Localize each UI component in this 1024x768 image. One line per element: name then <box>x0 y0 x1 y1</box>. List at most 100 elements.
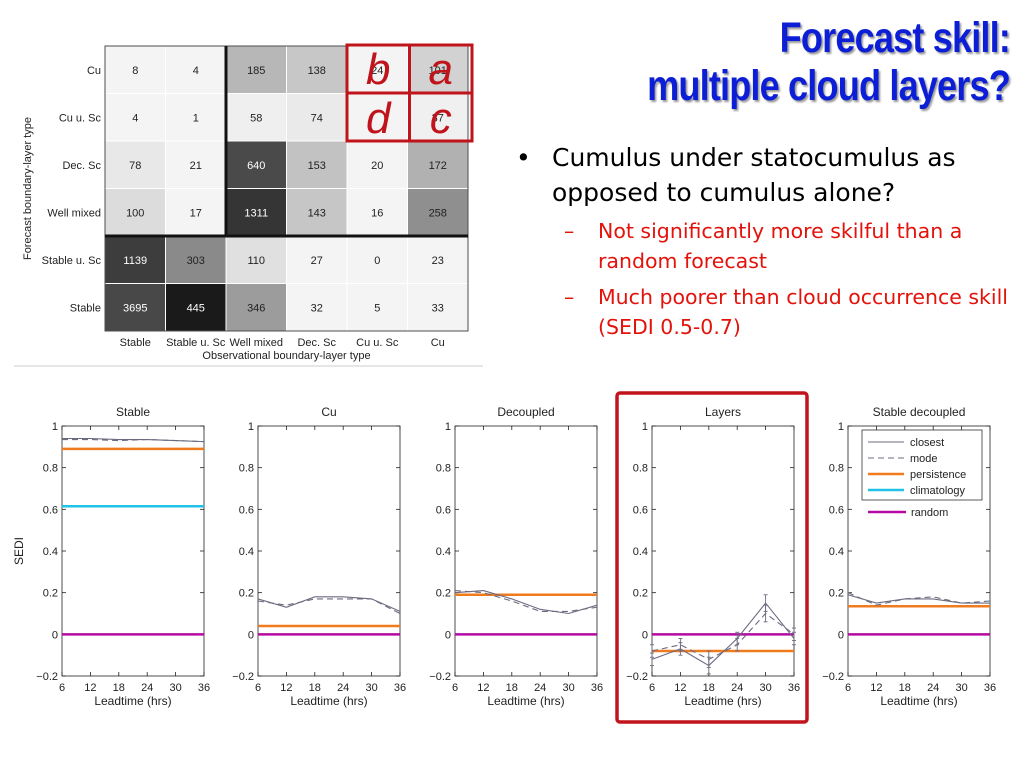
title-line-2: multiple cloud layers? <box>647 62 1011 110</box>
row-label: Well mixed <box>47 207 101 219</box>
y-tick-label: 0 <box>838 629 844 641</box>
cell-value: 4 <box>193 65 199 77</box>
slide-title: Forecast skill: multiple cloud layers? <box>647 14 1011 110</box>
table-cell <box>407 93 469 142</box>
table-cell <box>165 235 227 284</box>
bullet-main-text: Cumulus under statocumulus as opposed to… <box>552 143 956 207</box>
row-label: Stable u. Sc <box>42 255 102 267</box>
cell-value: 3695 <box>123 302 147 314</box>
column-label: Well mixed <box>229 337 283 349</box>
y-tick-label: −0.2 <box>626 671 648 683</box>
column-label: Stable u. Sc <box>166 337 226 349</box>
y-axis-label: SEDI <box>12 537 26 565</box>
sedi-panel-title: Decoupled <box>497 405 554 419</box>
y-tick-label: 0.4 <box>239 546 254 558</box>
cell-value: 37 <box>432 112 444 124</box>
y-tick-label: −0.2 <box>822 671 844 683</box>
sub-bullet-2-text: Much poorer than cloud occurrence skill … <box>598 285 1008 339</box>
y-tick-label: 0 <box>52 629 58 641</box>
row-label: Cu u. Sc <box>59 112 102 124</box>
cell-value: 4 <box>132 112 138 124</box>
x-tick-label: 30 <box>365 682 377 694</box>
column-label: Cu <box>431 337 445 349</box>
table-ylabel: Forecast boundary-layer type <box>22 117 34 260</box>
cell-value: 78 <box>129 160 141 172</box>
legend-label: closest <box>910 437 944 449</box>
quadrant-letter-d: d <box>366 94 392 143</box>
mode-line <box>257 598 401 614</box>
y-tick-label: 0.8 <box>829 463 844 475</box>
y-tick-label: −0.2 <box>36 671 58 683</box>
x-tick-label: 18 <box>703 682 715 694</box>
y-tick-label: 0.4 <box>633 546 648 558</box>
cell-value: 138 <box>308 65 326 77</box>
cell-value: 16 <box>371 207 383 219</box>
x-axis-label: Leadtime (hrs) <box>290 694 367 708</box>
y-tick-label: 1 <box>445 421 451 433</box>
cell-value: 27 <box>311 255 323 267</box>
table-cell <box>407 235 469 284</box>
sub-bullet-1-text: Not significantly more skilful than a ra… <box>598 219 963 273</box>
y-tick-label: 0 <box>642 629 648 641</box>
column-label: Stable <box>120 337 151 349</box>
closest-line <box>847 594 990 604</box>
x-tick-label: 30 <box>759 682 771 694</box>
legend-label: climatology <box>910 485 966 497</box>
cell-value: 32 <box>311 302 323 314</box>
x-axis-label: Leadtime (hrs) <box>880 694 957 708</box>
x-tick-label: 24 <box>731 682 743 694</box>
x-tick-label: 30 <box>169 682 181 694</box>
sedi-panel-title: Stable decoupled <box>873 405 966 419</box>
x-tick-label: 30 <box>562 682 574 694</box>
y-tick-label: 0.4 <box>436 546 451 558</box>
y-tick-label: 1 <box>52 421 58 433</box>
cell-value: 346 <box>247 302 265 314</box>
x-tick-label: 18 <box>113 682 125 694</box>
x-tick-label: 6 <box>649 682 655 694</box>
bullet-list: • Cumulus under statocumulus as opposed … <box>514 140 1014 342</box>
x-tick-label: 6 <box>255 682 261 694</box>
cell-value: 1 <box>193 112 199 124</box>
table-cell <box>104 45 166 94</box>
row-label: Cu <box>87 65 101 77</box>
table-cell <box>407 45 469 94</box>
y-tick-label: 0.4 <box>829 546 844 558</box>
cell-value: 58 <box>250 112 262 124</box>
cell-value: 20 <box>371 160 383 172</box>
y-tick-label: 0.2 <box>436 588 451 600</box>
table-cell <box>165 188 227 237</box>
x-tick-label: 24 <box>141 682 153 694</box>
sedi-panel-frame <box>651 425 795 677</box>
cell-value: 303 <box>187 255 205 267</box>
closest-line <box>62 437 205 443</box>
legend-label: persistence <box>910 469 966 481</box>
y-tick-label: 0.2 <box>43 588 58 600</box>
y-tick-label: 0.8 <box>43 463 58 475</box>
sub-bullet-dash: – <box>564 285 575 309</box>
closest-line <box>454 590 598 615</box>
y-tick-label: −0.2 <box>429 671 451 683</box>
x-tick-label: 12 <box>674 682 686 694</box>
mode-line <box>454 590 598 612</box>
bullet-main: • Cumulus under statocumulus as opposed … <box>514 140 1014 210</box>
x-tick-label: 24 <box>927 682 939 694</box>
x-tick-label: 24 <box>534 682 546 694</box>
cell-value: 8 <box>132 65 138 77</box>
y-tick-label: 0.6 <box>436 504 451 516</box>
table-cell <box>165 45 227 94</box>
sedi-panel-title: Cu <box>321 405 336 419</box>
x-axis-label: Leadtime (hrs) <box>684 694 761 708</box>
highlight-box <box>615 391 809 724</box>
x-axis-label: Leadtime (hrs) <box>94 694 171 708</box>
row-label: Stable <box>70 302 101 314</box>
y-tick-label: 1 <box>642 421 648 433</box>
y-tick-label: 0.2 <box>239 588 254 600</box>
sub-bullet-2: – Much poorer than cloud occurrence skil… <box>514 282 1014 342</box>
quadrant-letter-c: c <box>430 94 452 143</box>
column-label: Cu u. Sc <box>356 337 399 349</box>
y-tick-label: 0.8 <box>436 463 451 475</box>
sedi-panel-title: Stable <box>116 405 150 419</box>
cell-value: 23 <box>432 255 444 267</box>
sedi-panel-frame <box>454 425 598 677</box>
y-tick-label: 0.6 <box>829 504 844 516</box>
